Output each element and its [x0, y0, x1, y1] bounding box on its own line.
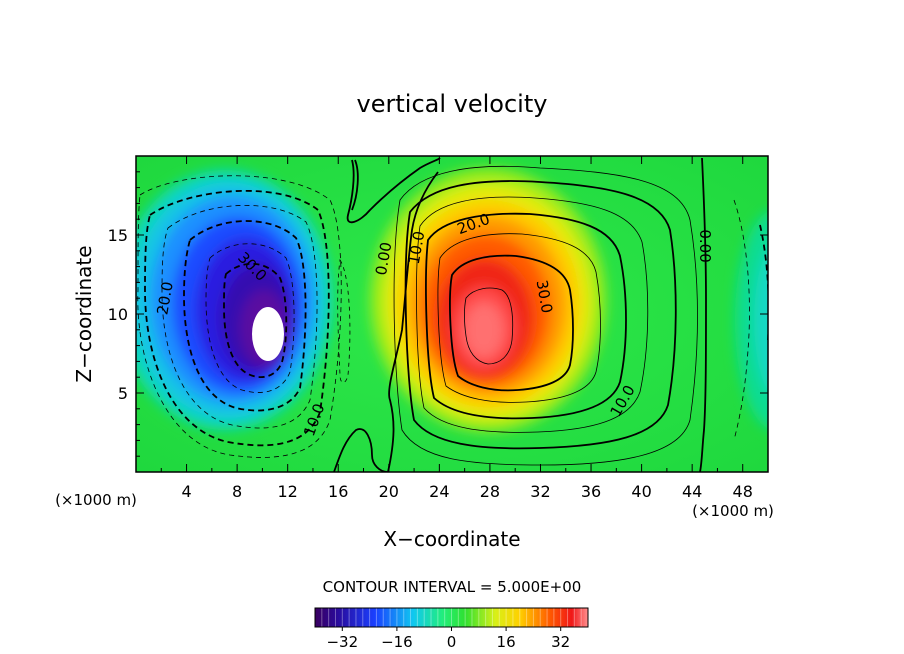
- right-negative-contours: [733, 199, 768, 441]
- right-downdraft-fill: [735, 211, 768, 429]
- contour-label: 30.0: [533, 279, 557, 315]
- zero-contours: [333, 157, 707, 472]
- contour-label-group: 0.00: [696, 229, 714, 262]
- colorbar-tick-label: −32: [326, 633, 358, 651]
- x-tick-label: 4: [181, 482, 191, 501]
- contour-label: 10.0: [405, 230, 429, 266]
- colorbar-gradient: [315, 608, 588, 627]
- y-tick-label: 10: [108, 305, 128, 324]
- y-tick-label: 5: [118, 384, 128, 403]
- x-tick-label: 32: [530, 482, 550, 501]
- contour-label: 0.00: [372, 241, 396, 277]
- x-tick-label: 8: [232, 482, 242, 501]
- contour-label: 0.00: [696, 229, 714, 262]
- x-tick-label: 20: [379, 482, 399, 501]
- plot-area: 30.020.010.00.00 10.020.030.010.00.00: [136, 156, 768, 472]
- x-tick-label: 28: [480, 482, 500, 501]
- x-axis-label: X−coordinate: [383, 527, 520, 551]
- negative-contours: [137, 175, 351, 458]
- x-tick-label: 36: [581, 482, 601, 501]
- colorbar-ticks: −32 −16 0 16 32: [326, 627, 570, 651]
- y-axis-label: Z−coordinate: [72, 245, 96, 382]
- colorbar-tick-label: 32: [551, 633, 570, 651]
- colorbar-bands: [321, 608, 582, 627]
- x-tick-label: 12: [278, 482, 298, 501]
- x-tick-label: 16: [328, 482, 348, 501]
- downdraft-core: [252, 307, 284, 361]
- contour-label-group: 10.0: [405, 230, 429, 266]
- colorbar-tick-label: 16: [497, 633, 516, 651]
- contour-interval-note: CONTOUR INTERVAL = 5.000E+00: [323, 578, 582, 596]
- x-tick-label: 48: [733, 482, 753, 501]
- x-axis-ticks: 4 8 12 16 20 24 28 32 36 40 44 48: [160, 156, 753, 501]
- colorbar-tick-label: 0: [447, 633, 457, 651]
- colorbar-tick-label: −16: [381, 633, 413, 651]
- contour-label-group: 0.00: [372, 241, 396, 277]
- y-axis-ticks: 5 10 15: [108, 171, 768, 457]
- x-tick-label: 40: [631, 482, 651, 501]
- contour-label-group: 30.0: [533, 279, 557, 315]
- x-tick-label: 24: [429, 482, 449, 501]
- chart-title: vertical velocity: [357, 90, 548, 118]
- positive-contours: [393, 165, 698, 466]
- contour-label: 20.0: [153, 280, 177, 316]
- x-axis-unit-left: (×1000 m): [55, 491, 137, 509]
- downdraft-fill: [136, 170, 333, 430]
- x-axis-unit-right: (×1000 m): [692, 502, 774, 520]
- contour-label-group: 20.0: [153, 280, 177, 316]
- x-tick-label: 44: [682, 482, 702, 501]
- colorbar: −32 −16 0 16 32: [314, 607, 589, 651]
- y-tick-label: 15: [108, 226, 128, 245]
